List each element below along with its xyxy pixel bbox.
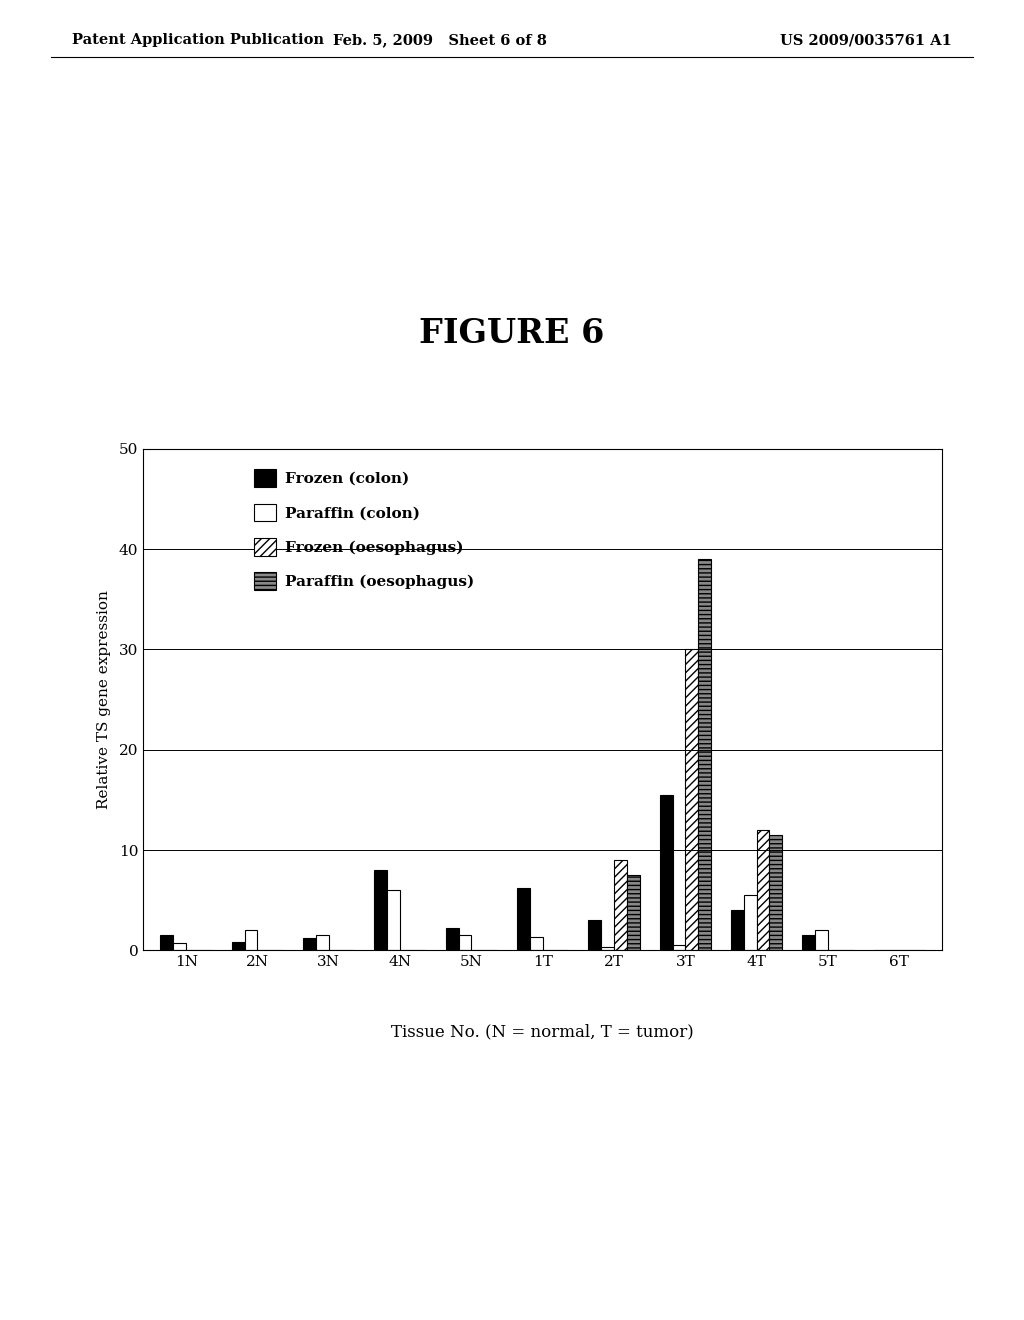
Bar (387, 890, 400, 950)
Text: Patent Application Publication: Patent Application Publication (72, 33, 324, 48)
Bar (459, 936, 471, 950)
Text: US 2009/0035761 A1: US 2009/0035761 A1 (780, 33, 952, 48)
Bar (161, 936, 173, 950)
Legend: Frozen (colon), Paraffin (colon), Frozen (oesophagus), Paraffin (oesophagus): Frozen (colon), Paraffin (colon), Frozen… (247, 462, 482, 598)
Bar (245, 931, 257, 950)
Bar (517, 888, 529, 950)
Text: FIGURE 6: FIGURE 6 (419, 317, 605, 350)
Bar (743, 895, 757, 950)
Y-axis label: Relative TS gene expression: Relative TS gene expression (96, 590, 111, 809)
Bar (757, 830, 769, 950)
Bar (815, 931, 828, 950)
Bar (769, 836, 782, 950)
Text: Feb. 5, 2009   Sheet 6 of 8: Feb. 5, 2009 Sheet 6 of 8 (334, 33, 547, 48)
Bar (803, 936, 815, 950)
Bar (303, 939, 316, 950)
Bar (698, 560, 711, 950)
Bar (601, 948, 614, 950)
Bar (731, 911, 743, 950)
Bar (375, 870, 387, 950)
Bar (529, 937, 543, 950)
Bar (627, 875, 640, 950)
Text: Tissue No. (N = normal, T = tumor): Tissue No. (N = normal, T = tumor) (391, 1023, 694, 1040)
Bar (614, 861, 627, 950)
Bar (673, 945, 685, 950)
Bar (589, 920, 601, 950)
Bar (445, 928, 459, 950)
Bar (316, 936, 329, 950)
Bar (173, 944, 186, 950)
Bar (685, 649, 698, 950)
Bar (659, 795, 673, 950)
Bar (231, 942, 245, 950)
